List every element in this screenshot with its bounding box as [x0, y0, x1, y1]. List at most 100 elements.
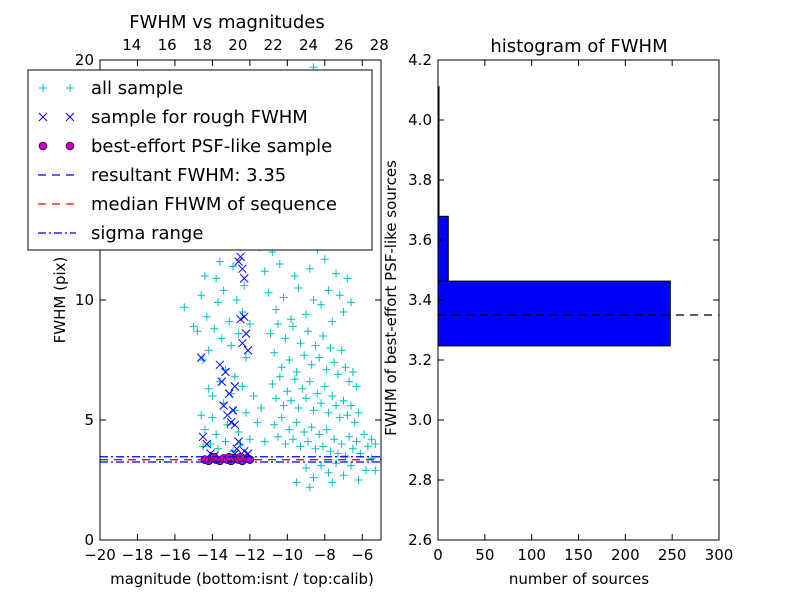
- data-point: [326, 447, 335, 456]
- data-point: [238, 338, 247, 348]
- legend-item: sigma range: [38, 223, 203, 244]
- left-y-axis-label: FWHM (pix): [51, 257, 69, 344]
- data-point: [215, 360, 225, 370]
- data-point: [292, 368, 301, 376]
- data-point: [305, 377, 314, 386]
- data-point: [363, 442, 372, 451]
- data-point: [224, 389, 234, 398]
- x-tick-label: −18: [122, 546, 154, 564]
- data-point: [309, 406, 318, 415]
- data-point: [315, 430, 324, 439]
- data-point: [272, 394, 281, 403]
- data-point: [234, 329, 243, 338]
- data-point: [221, 437, 230, 446]
- x-tick-label: −14: [197, 546, 229, 564]
- data-point: [283, 387, 292, 396]
- data-point: [352, 382, 361, 391]
- legend-item: best-effort PSF-like sample: [38, 136, 332, 157]
- data-point: [226, 418, 236, 427]
- data-point: [257, 404, 266, 412]
- data-point: [320, 382, 329, 391]
- data-point: [215, 257, 224, 266]
- data-point: [242, 408, 251, 417]
- data-point: [330, 435, 339, 444]
- top-x-tick-label: 18: [193, 36, 212, 54]
- data-point: [223, 410, 232, 420]
- x-tick-label: −20: [84, 546, 116, 564]
- data-point: [347, 461, 356, 470]
- data-point: [239, 274, 249, 283]
- data-point: [354, 408, 363, 417]
- y-tick-label: 2.6: [408, 531, 432, 549]
- data-point: [298, 384, 307, 393]
- data-point: [200, 425, 209, 434]
- data-point: [313, 389, 322, 398]
- x-tick-label: −16: [159, 546, 191, 564]
- data-point: [277, 363, 286, 372]
- data-point: [345, 377, 354, 386]
- data-point: [285, 425, 294, 434]
- data-point: [219, 286, 228, 295]
- data-point: [268, 380, 277, 388]
- data-point: [198, 432, 208, 442]
- data-point: [208, 413, 217, 422]
- data-point: [339, 471, 348, 480]
- data-point: [339, 308, 348, 316]
- data-point: [243, 346, 253, 355]
- data-point: [253, 418, 262, 427]
- left-reference-lines: [100, 456, 381, 463]
- data-point: [290, 272, 299, 280]
- data-point: [305, 483, 314, 492]
- data-point: [328, 392, 337, 400]
- data-point: [266, 329, 275, 338]
- x-tick-label: 250: [658, 546, 687, 564]
- data-point: [229, 262, 238, 271]
- data-point: [348, 368, 357, 376]
- y-tick-label: 5: [84, 411, 94, 429]
- data-point: [189, 322, 198, 331]
- data-point: [227, 341, 236, 350]
- data-point: [196, 353, 206, 362]
- data-point: [230, 372, 239, 381]
- data-point: [279, 293, 288, 302]
- data-point: [300, 428, 309, 436]
- data-point: [311, 341, 320, 350]
- data-point: [281, 440, 290, 448]
- data-point: [200, 272, 209, 280]
- data-point: [347, 401, 356, 410]
- data-point: [223, 420, 232, 429]
- data-point: [288, 435, 297, 444]
- data-point: [320, 255, 329, 264]
- legend-label: median FHWM of sequence: [91, 194, 337, 215]
- histogram-bar: [437, 280, 671, 347]
- data-point: [322, 365, 331, 374]
- data-point: [215, 377, 224, 386]
- data-point: [302, 310, 311, 319]
- data-point: [288, 322, 297, 331]
- data-point: [273, 320, 282, 328]
- data-point: [232, 444, 242, 454]
- data-point: [294, 284, 303, 292]
- data-point: [236, 252, 245, 262]
- data-point: [230, 420, 240, 430]
- legend-marker: [39, 84, 47, 92]
- legend-marker: [38, 141, 48, 151]
- legend-items: all sample sample for rough FWHM best-effo…: [38, 78, 337, 244]
- histogram-bars: [437, 86, 671, 347]
- y-tick-label: 10: [75, 291, 94, 309]
- top-x-tick-label: 14: [122, 36, 141, 54]
- data-point: [241, 329, 251, 338]
- data-point: [315, 353, 324, 362]
- data-point: [204, 384, 213, 393]
- data-point: [317, 461, 326, 470]
- data-point: [230, 406, 239, 415]
- data-point: [345, 432, 354, 441]
- data-point: [300, 351, 309, 360]
- data-point: [230, 382, 240, 391]
- data-point: [348, 444, 357, 453]
- data-point: [305, 264, 314, 273]
- legend-item: resultant FWHM: 3.35: [38, 165, 286, 186]
- legend-item: median FHWM of sequence: [38, 194, 337, 215]
- y-tick-label: 3.6: [408, 231, 432, 249]
- data-point: [337, 440, 346, 448]
